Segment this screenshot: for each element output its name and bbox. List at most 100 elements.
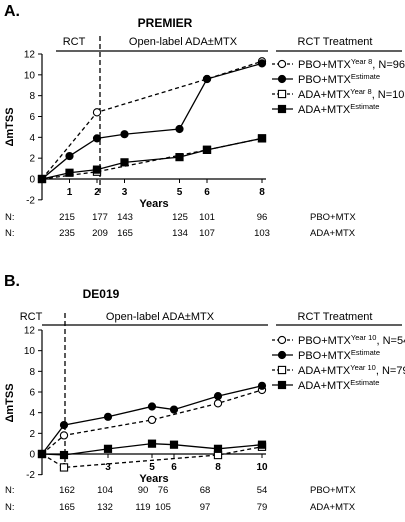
- n-table-value: 119: [135, 502, 150, 513]
- n-table-value: 215: [59, 212, 75, 223]
- legend-label-superscript: Estimate: [351, 72, 380, 81]
- x-tick-label: 6: [204, 187, 210, 198]
- data-point: [147, 439, 157, 448]
- n-table-group: ADA+MTX: [310, 228, 356, 239]
- legend-label: PBO+MTXEstimate: [298, 72, 380, 86]
- x-tick-label: 10: [256, 462, 268, 473]
- legend-label-base: PBO+MTX: [298, 350, 352, 362]
- series-line: [41, 62, 263, 180]
- legend-marker: [277, 335, 287, 345]
- data-point: [213, 444, 223, 453]
- panel-a-letter: A.: [4, 3, 20, 20]
- series-line: [41, 137, 263, 180]
- data-point: [59, 463, 69, 472]
- legend-label-base: ADA+MTX: [298, 365, 351, 377]
- data-point: [59, 450, 69, 460]
- x-tick-label: 5: [177, 187, 183, 198]
- y-axis-label: ΔmTSS: [4, 383, 16, 422]
- n-table-label: N:: [5, 485, 15, 496]
- data-point: [92, 108, 102, 117]
- data-point: [59, 420, 69, 430]
- n-table-value: 162: [59, 485, 75, 496]
- data-point: [213, 399, 223, 408]
- y-tick-label: -2: [26, 470, 35, 481]
- legend-label-superscript: Year 8: [350, 87, 371, 96]
- data-point: [257, 440, 267, 449]
- data-point: [213, 392, 223, 401]
- n-table-value: 132: [97, 502, 113, 513]
- y-ticks: -2 0 2 4 6 8 10 12: [24, 50, 42, 206]
- n-table-value: 107: [199, 228, 215, 239]
- legend-marker: [277, 59, 287, 69]
- legend-label-base: ADA+MTX: [298, 104, 351, 116]
- x-axis-label: Years: [139, 473, 168, 485]
- series-line: [41, 60, 263, 180]
- data-point: [65, 168, 74, 177]
- n-table-group: ADA+MTX: [310, 502, 356, 513]
- phase-open-label: Open-label ADA±MTX: [129, 36, 238, 48]
- n-table-group: PBO+MTX: [310, 212, 356, 223]
- n-table-value: 54: [257, 485, 268, 496]
- y-ticks: -2 0 2 4 6 8 10 12: [24, 326, 42, 481]
- data-point: [37, 449, 47, 459]
- x-tick-label: 5: [149, 462, 155, 473]
- data-point: [92, 165, 102, 174]
- n-table-value: 165: [117, 228, 133, 239]
- panel-a-title: PREMIER: [138, 16, 193, 30]
- y-tick-label: 4: [29, 408, 35, 419]
- n-table-label: N:: [5, 502, 15, 513]
- legend-label: ADA+MTXYear 10, N=79: [298, 363, 405, 377]
- data-point: [120, 130, 129, 139]
- n-table-value: 235: [59, 228, 75, 239]
- n-table-value: 103: [254, 228, 270, 239]
- y-tick-label: 8: [29, 367, 35, 378]
- legend-label-suffix: , N=54: [376, 335, 405, 347]
- x-tick-label: 8: [259, 187, 265, 198]
- legend-header: RCT Treatment: [298, 36, 373, 48]
- n-table-value: 76: [158, 485, 169, 496]
- legend: PBO+MTXYear 8, N=96PBO+MTXEstimateADA+MT…: [272, 57, 405, 116]
- data-point: [147, 415, 157, 425]
- n-table-value: 101: [199, 212, 215, 223]
- phase-rct-label: RCT: [63, 36, 86, 48]
- legend-label: ADA+MTXYear 8, N=103: [298, 87, 405, 101]
- data-point: [59, 431, 69, 440]
- series: [37, 381, 267, 472]
- legend-label-base: PBO+MTX: [298, 59, 352, 71]
- n-table-group: PBO+MTX: [310, 485, 356, 496]
- y-tick-label: 12: [24, 326, 36, 337]
- data-point: [175, 153, 184, 162]
- n-table: N: 215 177 143 125 101 96 PBO+MTX N: 235 209 165 134…: [5, 212, 356, 239]
- legend-label-suffix: , N=79: [376, 365, 405, 377]
- n-table: N: 162 104 90 76 68 54 PBO+MTX N: 165 132 119 105 97 7…: [5, 485, 356, 513]
- data-point: [169, 405, 179, 414]
- n-table-value: 143: [117, 212, 133, 223]
- data-point: [202, 145, 212, 154]
- y-tick-label: 0: [29, 450, 35, 461]
- series-line: [41, 137, 263, 180]
- legend-label-superscript: Year 10: [350, 363, 376, 372]
- data-point: [103, 444, 113, 453]
- y-tick-label: 4: [29, 133, 35, 144]
- data-point: [92, 134, 102, 143]
- data-point: [169, 440, 179, 449]
- legend-marker: [277, 365, 287, 375]
- x-ticks: 1 2 3 5 6 8: [67, 179, 265, 198]
- legend-marker: [277, 350, 287, 360]
- y-tick-label: 6: [29, 388, 35, 399]
- panel-b-title: DE019: [83, 287, 120, 301]
- phase-rct-label: RCT: [20, 311, 43, 323]
- y-tick-label: 10: [24, 70, 36, 81]
- y-tick-label: 2: [29, 154, 35, 165]
- y-tick-label: 6: [29, 112, 35, 123]
- x-tick-label: 1: [67, 187, 73, 198]
- n-table-value: 79: [257, 502, 268, 513]
- y-tick-label: 12: [24, 50, 36, 61]
- y-tick-label: 8: [29, 91, 35, 102]
- n-table-value: 134: [172, 228, 188, 239]
- data-point: [175, 124, 184, 134]
- legend-label-suffix: , N=103: [372, 89, 405, 101]
- data-point: [257, 134, 267, 143]
- panel-b-letter: B.: [4, 273, 20, 290]
